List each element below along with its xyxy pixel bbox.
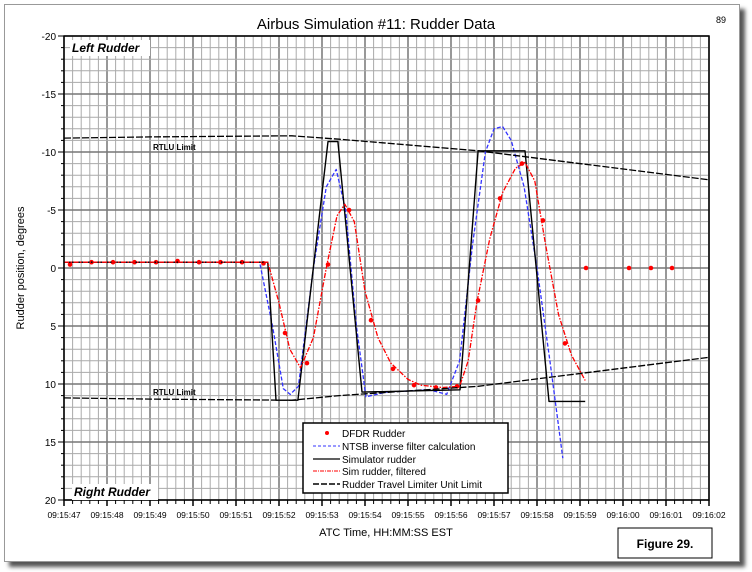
figure-label: Figure 29. — [637, 537, 694, 551]
x-axis-label: ATC Time, HH:MM:SS EST — [319, 527, 453, 539]
dfdr-point — [390, 366, 396, 372]
y-tick-label: 20 — [45, 496, 57, 507]
x-tick-label: 09:15:58 — [520, 510, 553, 520]
legend-label: DFDR Rudder — [342, 429, 406, 440]
dfdr-point — [67, 262, 73, 267]
x-tick-label: 09:16:02 — [692, 510, 725, 520]
legend-label: Sim rudder, filtered — [342, 467, 426, 478]
legend: DFDR Rudder NTSB inverse filter calculat… — [302, 422, 509, 494]
page-number: 89 — [716, 15, 726, 25]
rtlu-lower-label: RTLU Limit — [153, 388, 196, 397]
chart-title: Airbus Simulation #11: Rudder Data — [257, 16, 496, 33]
y-tick-label: -15 — [42, 90, 57, 101]
x-tick-label: 09:15:47 — [47, 510, 80, 520]
dfdr-point — [562, 341, 568, 346]
x-tick-label: 09:15:49 — [133, 510, 166, 520]
x-tick-label: 09:15:59 — [563, 510, 596, 520]
legend-swatch-dfdr — [325, 431, 329, 435]
annotation-bg — [70, 40, 150, 56]
rtlu-upper-label: RTLU Limit — [153, 143, 196, 152]
dfdr-point — [669, 265, 675, 271]
dfdr-point — [583, 265, 589, 271]
y-tick-label: 0 — [50, 264, 56, 275]
x-tick-label: 09:15:55 — [391, 510, 424, 520]
left-rudder-label: Left Rudder — [72, 41, 141, 55]
dfdr-point — [368, 317, 374, 323]
dfdr-point — [648, 265, 654, 271]
y-tick-label: -10 — [42, 148, 57, 159]
x-tick-label: 09:15:52 — [262, 510, 295, 520]
dfdr-point — [304, 360, 310, 366]
y-tick-label: -5 — [47, 206, 56, 217]
x-tick-label: 09:15:51 — [219, 510, 252, 520]
legend-label: Simulator rudder — [342, 455, 417, 466]
rudder-travel-limiter-unit-limit-series — [63, 135, 710, 181]
right-rudder-label: Right Rudder — [74, 485, 151, 499]
y-tick-label: 10 — [45, 380, 57, 391]
x-tick-label: 09:16:00 — [606, 510, 639, 520]
dfdr-point — [411, 382, 417, 388]
figure-label-box — [617, 527, 713, 559]
x-tick-label: 09:15:56 — [434, 510, 467, 520]
dfdr-point — [626, 265, 632, 271]
y-axis-label: Rudder position, degrees — [15, 206, 27, 329]
legend-label: NTSB inverse filter calculation — [342, 442, 475, 453]
rudder-travel-limiter-unit-limit-series — [63, 356, 710, 401]
plot-border — [63, 35, 710, 501]
y-tick-label: 5 — [50, 322, 56, 333]
simulator-rudder-series — [64, 140, 586, 403]
x-tick-label: 09:15:50 — [176, 510, 209, 520]
legend-label: Rudder Travel Limiter Unit Limit — [342, 480, 482, 491]
x-tick-label: 09:15:54 — [348, 510, 381, 520]
y-tick-label: 15 — [45, 438, 57, 449]
x-tick-label: 09:15:48 — [90, 510, 123, 520]
y-tick-label: -20 — [42, 32, 57, 43]
x-tick-label: 09:15:57 — [477, 510, 510, 520]
x-tick-label: 09:16:01 — [649, 510, 682, 520]
annotation-bg — [72, 484, 158, 500]
x-tick-label: 09:15:53 — [305, 510, 338, 520]
